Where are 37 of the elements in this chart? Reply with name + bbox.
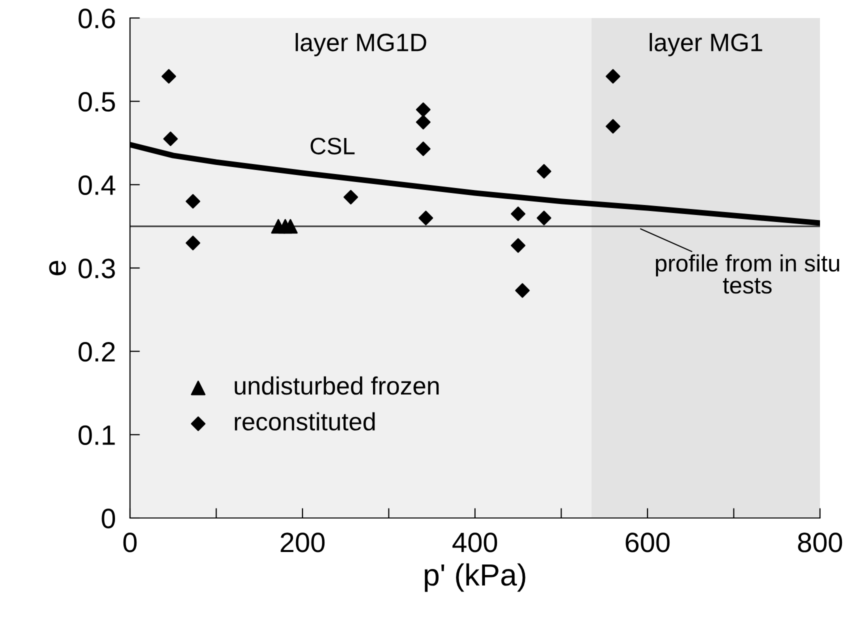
band-label: layer MG1D bbox=[296, 33, 426, 56]
x-tick-label: 400 bbox=[452, 532, 498, 552]
point bbox=[344, 190, 358, 204]
x-axis-title: p' (kPa) bbox=[424, 563, 526, 592]
series-label: CSL bbox=[310, 138, 355, 154]
point bbox=[536, 164, 552, 179]
y-axis-title: e bbox=[49, 260, 66, 276]
point bbox=[163, 132, 178, 146]
y-tick-label: 0.6 bbox=[78, 8, 115, 28]
point bbox=[162, 69, 176, 84]
y-tick-label: 0 bbox=[102, 508, 116, 528]
y-tick-label: 0.5 bbox=[78, 92, 115, 112]
point bbox=[606, 69, 620, 84]
point bbox=[186, 194, 200, 209]
point bbox=[283, 219, 298, 234]
point bbox=[416, 102, 431, 117]
legend-label: undisturbed frozen bbox=[234, 376, 439, 395]
y-tick-label: 0.1 bbox=[78, 425, 115, 446]
x-tick-label: 0 bbox=[123, 532, 137, 552]
point bbox=[416, 142, 431, 156]
point bbox=[510, 206, 526, 222]
y-tick-label: 0.3 bbox=[78, 258, 115, 278]
point bbox=[536, 210, 552, 226]
point bbox=[510, 238, 526, 253]
ref-line-label: profile from in situ tests bbox=[656, 254, 840, 294]
x-tick-label: 600 bbox=[626, 532, 670, 552]
point bbox=[416, 114, 431, 130]
legend-label: reconstituted bbox=[234, 412, 375, 431]
band-label: layer MG1 bbox=[650, 33, 762, 56]
point bbox=[418, 210, 434, 226]
point bbox=[606, 119, 620, 134]
x-tick-label: 200 bbox=[280, 532, 325, 552]
x-tick-label: 800 bbox=[798, 532, 842, 552]
y-tick-label: 0.4 bbox=[78, 175, 116, 196]
point bbox=[515, 283, 530, 298]
y-tick-label: 0.2 bbox=[78, 342, 115, 362]
point bbox=[186, 236, 200, 250]
